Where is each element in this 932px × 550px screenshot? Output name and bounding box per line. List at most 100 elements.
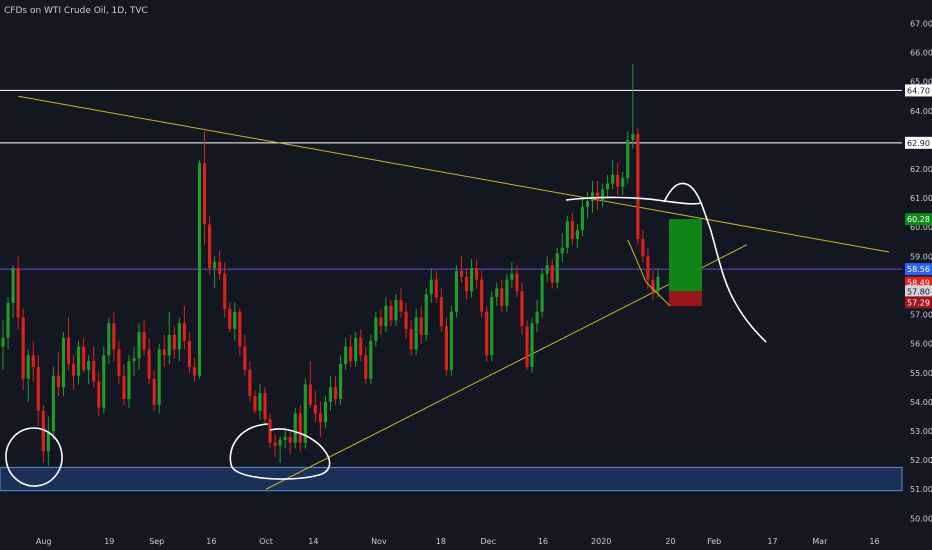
candle-body[interactable] [354,337,358,362]
candle-body[interactable] [11,268,15,303]
candle-body[interactable] [404,311,408,330]
long-position-target-zone[interactable] [669,219,702,292]
candle-body[interactable] [459,270,464,277]
candle-body[interactable] [545,265,549,274]
candle-body[interactable] [339,364,343,399]
candle-body[interactable] [56,375,60,388]
candle-body[interactable] [560,247,564,254]
projection-line[interactable] [627,239,671,307]
candle-body[interactable] [21,317,25,379]
candle-body[interactable] [152,378,156,405]
candle-body[interactable] [540,273,544,312]
candle-body[interactable] [182,323,186,341]
candle-body[interactable] [82,346,86,370]
candle-body[interactable] [238,311,242,347]
candle-body[interactable] [313,404,317,414]
candle-body[interactable] [454,270,459,312]
candle-body[interactable] [97,381,101,408]
candle-body[interactable] [419,317,423,335]
candle-body[interactable] [36,366,40,411]
candle-body[interactable] [122,375,126,399]
candle-body[interactable] [656,276,660,292]
candle-body[interactable] [434,279,438,298]
candle-body[interactable] [293,413,297,443]
candle-body[interactable] [248,369,252,397]
candle-body[interactable] [389,305,393,321]
candle-body[interactable] [298,413,302,443]
candle-body[interactable] [6,302,10,338]
candle-body[interactable] [480,279,484,312]
candle-body[interactable] [213,262,217,268]
candle-body[interactable] [107,323,111,356]
candle-body[interactable] [585,201,590,207]
candle-body[interactable] [192,366,197,376]
candle-body[interactable] [278,439,282,446]
candle-body[interactable] [288,436,292,443]
candle-body[interactable] [394,300,398,321]
candle-body[interactable] [333,387,338,399]
candle-body[interactable] [223,273,227,309]
candle-body[interactable] [611,174,615,184]
candle-body[interactable] [500,288,504,306]
ascending-trendline[interactable] [265,244,748,490]
candle-body[interactable] [92,361,96,382]
candle-body[interactable] [606,183,610,190]
candle-body[interactable] [66,337,71,365]
candle-body[interactable] [268,419,272,443]
projection-drawing[interactable] [663,182,767,343]
candle-body[interactable] [646,256,650,280]
candle-body[interactable] [344,346,348,365]
candle-body[interactable] [273,442,277,446]
candle-body[interactable] [621,177,625,187]
candle-body[interactable] [323,401,328,423]
candle-body[interactable] [162,349,166,356]
candle-body[interactable] [631,134,635,140]
candle-body[interactable] [464,276,469,292]
candle-body[interactable] [490,297,494,356]
candle-body[interactable] [71,364,76,376]
candle-body[interactable] [590,192,595,202]
candle-body[interactable] [258,393,262,411]
candle-body[interactable] [384,305,388,327]
candle-body[interactable] [616,174,620,187]
candle-body[interactable] [1,337,5,347]
candle-body[interactable] [31,355,35,367]
candle-body[interactable] [505,279,509,306]
long-position-stop-zone[interactable] [669,291,702,307]
candle-body[interactable] [374,317,378,341]
descending-trendline[interactable] [18,95,890,253]
candle-body[interactable] [409,329,413,350]
candle-body[interactable] [520,291,524,327]
candle-body[interactable] [172,334,176,350]
candle-body[interactable] [102,355,106,408]
candle-body[interactable] [283,436,287,440]
candle-body[interactable] [424,294,428,335]
candle-body[interactable] [601,189,605,202]
candle-body[interactable] [449,311,453,370]
candle-body[interactable] [626,139,630,178]
candle-body[interactable] [379,317,383,327]
candle-body[interactable] [61,337,66,388]
candle-body[interactable] [26,355,30,379]
candle-body[interactable] [132,358,136,362]
candle-body[interactable] [187,340,191,367]
candle-body[interactable] [580,206,584,231]
candle-body[interactable] [117,349,121,376]
candle-body[interactable] [444,326,448,370]
candle-body[interactable] [303,384,307,443]
candle-body[interactable] [570,221,574,239]
circle-drawing[interactable] [2,424,66,489]
candle-body[interactable] [218,262,222,274]
candle-body[interactable] [641,238,645,257]
candle-body[interactable] [142,332,146,350]
candle-body[interactable] [525,326,529,367]
candle-body[interactable] [515,273,519,292]
candle-body[interactable] [359,337,363,356]
candle-body[interactable] [349,346,353,362]
candle-body[interactable] [167,334,171,356]
candle-body[interactable] [228,308,232,330]
candle-body[interactable] [555,253,559,283]
candle-body[interactable] [399,300,403,312]
candle-body[interactable] [595,192,600,202]
candle-body[interactable] [253,396,257,411]
